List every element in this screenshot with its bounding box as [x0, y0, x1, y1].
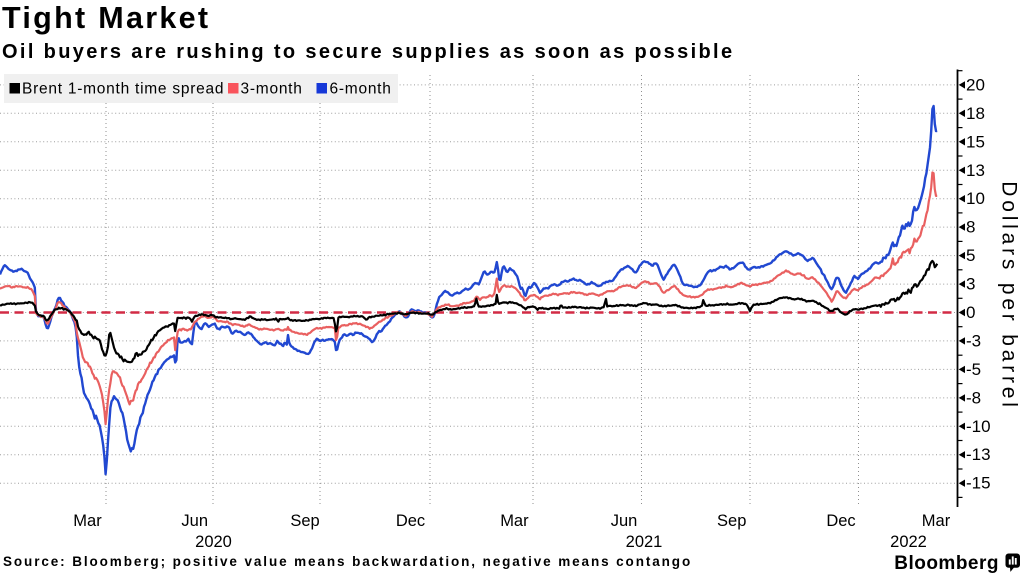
svg-text:6-month: 6-month — [330, 81, 392, 98]
svg-text:Jun: Jun — [611, 512, 638, 530]
svg-text:-13: -13 — [966, 445, 991, 464]
svg-text:Tight Market: Tight Market — [2, 1, 210, 35]
svg-text:13: 13 — [966, 161, 985, 180]
svg-text:10: 10 — [966, 189, 985, 208]
svg-text:Brent 1-month time spread: Brent 1-month time spread — [22, 81, 224, 98]
svg-text:Bloomberg: Bloomberg — [894, 553, 999, 574]
svg-text:-15: -15 — [966, 474, 991, 493]
svg-text:Jun: Jun — [181, 512, 208, 530]
svg-text:-8: -8 — [966, 388, 981, 407]
svg-text:8: 8 — [966, 218, 975, 237]
svg-text:2022: 2022 — [890, 533, 927, 551]
svg-text:Dec: Dec — [396, 512, 425, 530]
svg-text:Mar: Mar — [73, 512, 102, 530]
svg-text:2021: 2021 — [626, 533, 663, 551]
svg-text:18: 18 — [966, 104, 985, 123]
svg-text:Sep: Sep — [290, 512, 319, 530]
svg-text:0: 0 — [966, 303, 975, 322]
svg-text:-3: -3 — [966, 331, 981, 350]
svg-text:Oil buyers are rushing to secu: Oil buyers are rushing to secure supplie… — [2, 41, 734, 63]
svg-text:Dec: Dec — [826, 512, 855, 530]
svg-text:Sep: Sep — [717, 512, 746, 530]
svg-text:-5: -5 — [966, 360, 981, 379]
svg-text:5: 5 — [966, 246, 975, 265]
svg-text:Source: Bloomberg; positive va: Source: Bloomberg; positive value means … — [3, 554, 692, 569]
svg-text:15: 15 — [966, 132, 985, 151]
svg-text:20: 20 — [966, 75, 985, 94]
svg-text:-10: -10 — [966, 417, 991, 436]
svg-text:Mar: Mar — [922, 512, 951, 530]
svg-text:2020: 2020 — [195, 533, 232, 551]
svg-text:3: 3 — [966, 275, 975, 294]
svg-text:Dollars per barrel: Dollars per barrel — [998, 181, 1021, 410]
svg-text:3-month: 3-month — [241, 81, 303, 98]
svg-text:Mar: Mar — [500, 512, 529, 530]
